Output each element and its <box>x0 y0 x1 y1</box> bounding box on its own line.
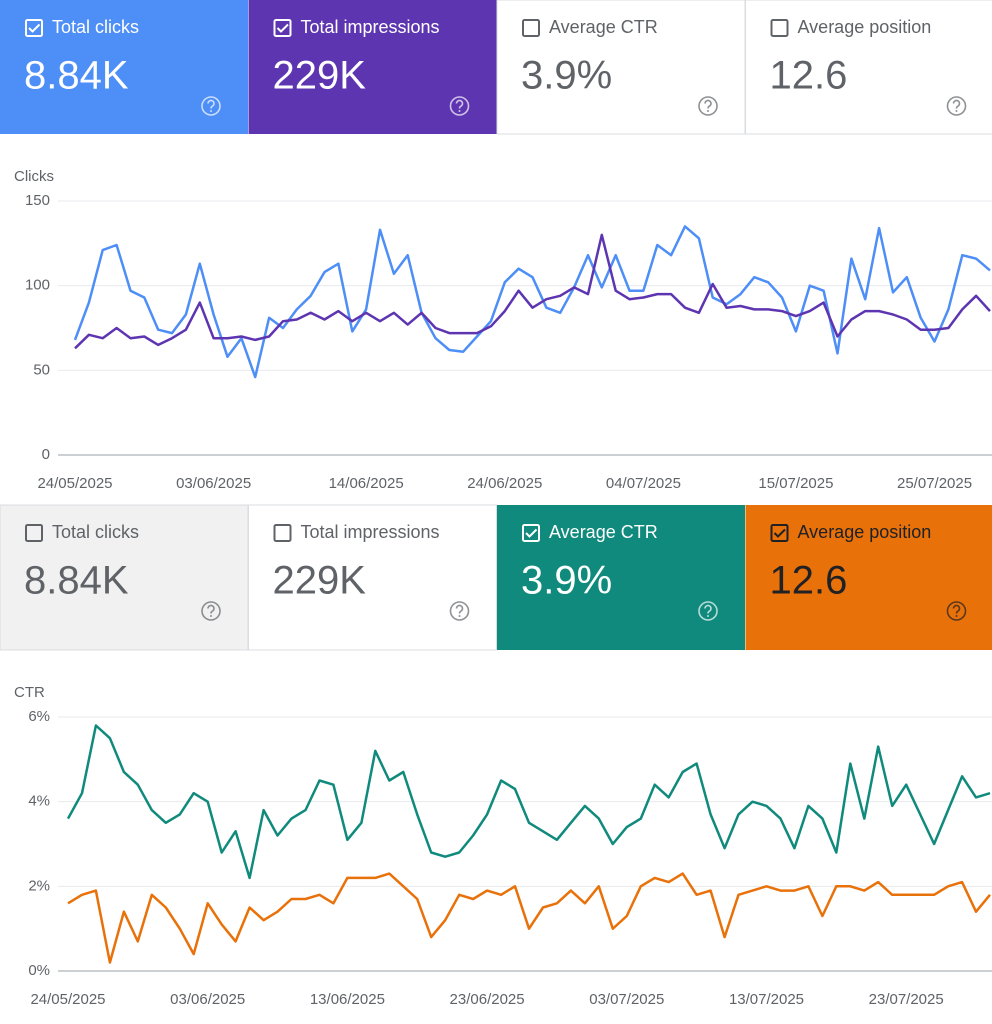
y-tick-label: 2% <box>28 877 50 894</box>
checkbox[interactable] <box>770 524 789 542</box>
checkbox[interactable] <box>522 524 540 542</box>
help-icon-mark <box>952 99 961 109</box>
help-icon[interactable] <box>449 601 470 621</box>
series-line <box>66 724 991 880</box>
help-icon-mark <box>207 99 215 109</box>
help-icon-dot <box>707 110 709 112</box>
metric-value: 8.84K <box>24 559 129 603</box>
help-icon-mark <box>704 99 712 109</box>
help-icon[interactable] <box>201 96 221 116</box>
help-icon[interactable] <box>946 601 967 621</box>
help-icon-dot <box>707 615 709 617</box>
help-icon[interactable] <box>201 601 221 621</box>
metric-label: Average position <box>798 522 932 542</box>
metric-value: 12.6 <box>770 559 848 603</box>
help-icon-dot <box>210 615 212 617</box>
help-icon-dot <box>955 110 958 112</box>
metric-label: Average position <box>798 17 932 37</box>
checkmark <box>28 23 41 33</box>
x-tick-label: 15/07/2025 <box>758 475 833 492</box>
help-icon[interactable] <box>698 601 718 621</box>
metric-label: Total clicks <box>52 522 139 542</box>
checkbox[interactable] <box>273 19 292 37</box>
x-tick-label: 23/06/2025 <box>450 991 525 1008</box>
help-icon[interactable] <box>946 96 967 116</box>
y-tick-label: 0% <box>28 962 50 979</box>
metric-label: Total impressions <box>301 522 440 542</box>
series-line <box>74 233 991 350</box>
help-icon[interactable] <box>449 96 470 116</box>
x-tick-label: 24/05/2025 <box>37 475 112 492</box>
metric-value: 8.84K <box>24 54 129 98</box>
metric-value: 229K <box>273 54 367 98</box>
series-line <box>73 225 991 379</box>
checkbox[interactable] <box>522 19 540 37</box>
y-tick-label: 6% <box>28 708 50 725</box>
x-tick-label: 24/05/2025 <box>30 991 105 1008</box>
y-tick-label: 0 <box>42 446 50 463</box>
help-icon-mark <box>455 99 464 109</box>
metric-value: 12.6 <box>770 54 848 98</box>
x-tick-label: 14/06/2025 <box>329 475 404 492</box>
metric-label: Average CTR <box>549 522 658 542</box>
help-icon[interactable] <box>698 96 718 116</box>
checkmark <box>525 528 538 538</box>
x-tick-label: 04/07/2025 <box>606 475 681 492</box>
x-tick-label: 25/07/2025 <box>897 475 972 492</box>
metric-value: 229K <box>273 559 367 603</box>
x-tick-label: 03/07/2025 <box>589 991 664 1008</box>
x-tick-label: 13/06/2025 <box>310 991 385 1008</box>
help-icon-mark <box>207 604 215 614</box>
x-tick-label: 24/06/2025 <box>467 475 542 492</box>
series-line <box>67 872 991 964</box>
y-tick-label: 4% <box>28 793 50 810</box>
help-icon-dot <box>458 615 461 617</box>
checkbox[interactable] <box>25 524 43 542</box>
y-tick-label: 50 <box>33 361 50 378</box>
help-icon-dot <box>210 110 212 112</box>
checkmark <box>773 528 786 538</box>
checkbox[interactable] <box>273 524 292 542</box>
y-axis-label: Clicks <box>14 168 54 185</box>
help-icon-dot <box>458 110 461 112</box>
metric-label: Total impressions <box>301 17 440 37</box>
checkmark <box>276 23 289 33</box>
help-icon-mark <box>455 604 464 614</box>
metric-label: Total clicks <box>52 17 139 37</box>
metric-value: 3.9% <box>521 54 612 98</box>
y-tick-label: 150 <box>25 192 50 209</box>
checkbox[interactable] <box>25 19 43 37</box>
x-tick-label: 23/07/2025 <box>869 991 944 1008</box>
metric-label: Average CTR <box>549 17 658 37</box>
x-tick-label: 03/06/2025 <box>176 475 251 492</box>
y-tick-label: 100 <box>25 277 50 294</box>
checkbox[interactable] <box>770 19 789 37</box>
x-tick-label: 03/06/2025 <box>170 991 245 1008</box>
y-axis-label: CTR <box>14 684 45 701</box>
help-icon-mark <box>952 604 961 614</box>
metric-value: 3.9% <box>521 559 612 603</box>
x-tick-label: 13/07/2025 <box>729 991 804 1008</box>
help-icon-dot <box>955 615 958 617</box>
help-icon-mark <box>704 604 712 614</box>
